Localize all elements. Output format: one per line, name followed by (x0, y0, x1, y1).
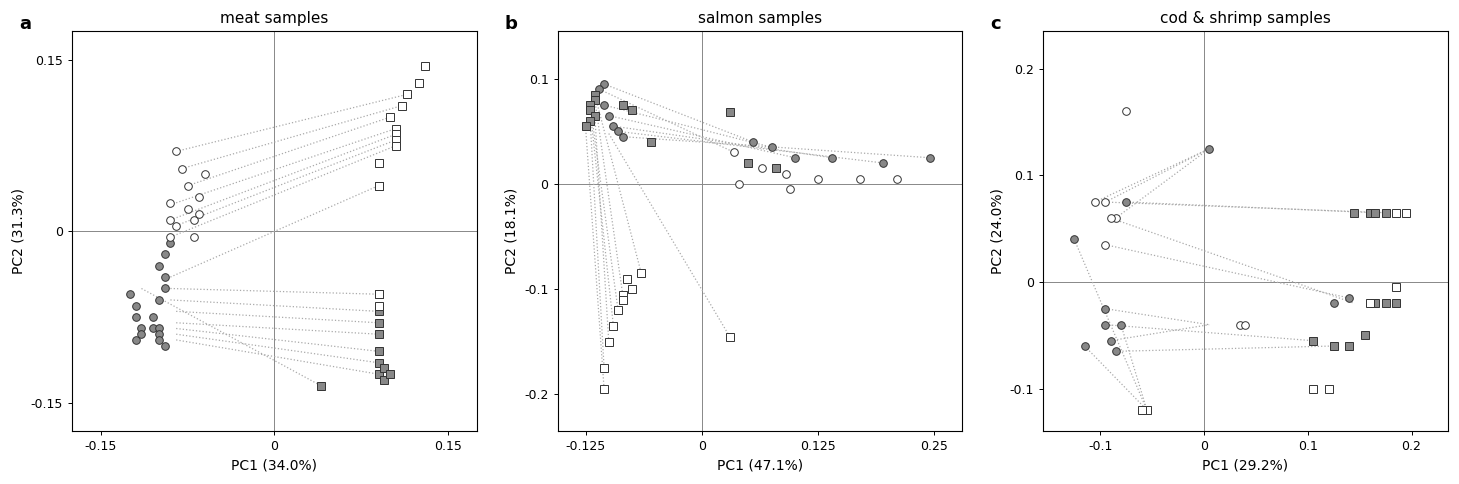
Y-axis label: PC2 (24.0%): PC2 (24.0%) (991, 188, 1004, 274)
X-axis label: PC1 (34.0%): PC1 (34.0%) (232, 459, 318, 473)
Title: salmon samples: salmon samples (697, 11, 821, 26)
Title: cod & shrimp samples: cod & shrimp samples (1160, 11, 1331, 26)
Title: meat samples: meat samples (220, 11, 328, 26)
X-axis label: PC1 (47.1%): PC1 (47.1%) (716, 459, 802, 473)
Text: c: c (991, 15, 1001, 33)
Y-axis label: PC2 (18.1%): PC2 (18.1%) (505, 188, 518, 274)
X-axis label: PC1 (29.2%): PC1 (29.2%) (1202, 459, 1288, 473)
Y-axis label: PC2 (31.3%): PC2 (31.3%) (12, 188, 25, 274)
Text: b: b (505, 15, 518, 33)
Text: a: a (19, 15, 32, 33)
